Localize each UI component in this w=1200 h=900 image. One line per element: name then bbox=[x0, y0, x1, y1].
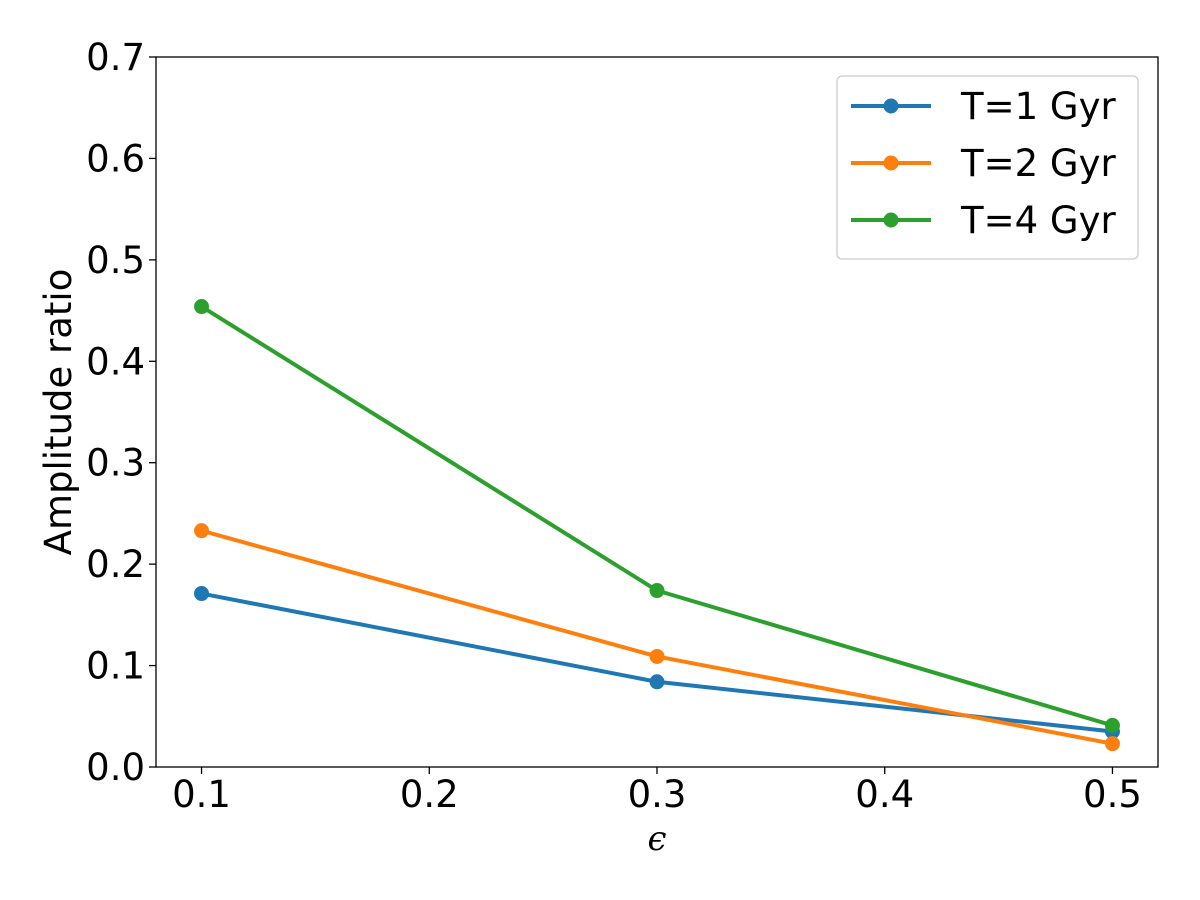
data-point bbox=[194, 523, 210, 539]
series-2 bbox=[194, 523, 1120, 752]
y-tick-label: 0.5 bbox=[86, 239, 145, 282]
x-tick-label: 0.1 bbox=[172, 773, 231, 816]
y-tick-label: 0.6 bbox=[86, 137, 145, 180]
x-axis-label: ϵ bbox=[647, 819, 666, 859]
ticks-layer: 0.1 0.2 0.3 0.4 0.5 0.0 0.1 0.2 0.3 0.4 0.5 0.6 0.7 bbox=[86, 36, 1142, 816]
y-tick-label: 0.1 bbox=[86, 645, 145, 688]
legend-entry: T=1 Gyr bbox=[851, 85, 1116, 128]
legend-label: T=2 Gyr bbox=[960, 142, 1116, 185]
legend-marker bbox=[883, 212, 899, 228]
series-line bbox=[201, 528, 1113, 746]
series-layer bbox=[194, 299, 1120, 752]
legend: T=1 Gyr T=2 Gyr T=4 Gyr bbox=[836, 75, 1139, 260]
data-point bbox=[649, 583, 665, 599]
legend-marker bbox=[883, 155, 899, 171]
y-tick-label: 0.7 bbox=[86, 36, 145, 79]
data-point bbox=[649, 648, 665, 664]
legend-box bbox=[836, 75, 1139, 260]
series-3 bbox=[194, 299, 1120, 733]
x-tick-label: 0.2 bbox=[400, 773, 459, 816]
legend-entry: T=2 Gyr bbox=[851, 142, 1116, 185]
x-tick-label: 0.5 bbox=[1083, 773, 1142, 816]
x-tick-label: 0.4 bbox=[855, 773, 914, 816]
legend-entry: T=4 Gyr bbox=[851, 199, 1116, 242]
data-point bbox=[194, 299, 210, 315]
y-tick-label: 0.2 bbox=[86, 543, 145, 586]
plot-frame bbox=[155, 56, 1159, 768]
legend-marker bbox=[883, 98, 899, 114]
x-tick-label: 0.3 bbox=[628, 773, 687, 816]
data-point bbox=[1104, 736, 1120, 752]
data-point bbox=[649, 674, 665, 690]
y-tick-label: 0.3 bbox=[86, 442, 145, 485]
data-point bbox=[194, 586, 210, 602]
y-tick-label: 0.0 bbox=[86, 746, 145, 789]
data-point bbox=[1104, 717, 1120, 733]
legend-label: T=4 Gyr bbox=[960, 199, 1116, 242]
legend-label: T=1 Gyr bbox=[960, 85, 1116, 128]
y-axis-label: Amplitude ratio bbox=[37, 269, 80, 556]
y-tick-label: 0.4 bbox=[86, 340, 145, 383]
